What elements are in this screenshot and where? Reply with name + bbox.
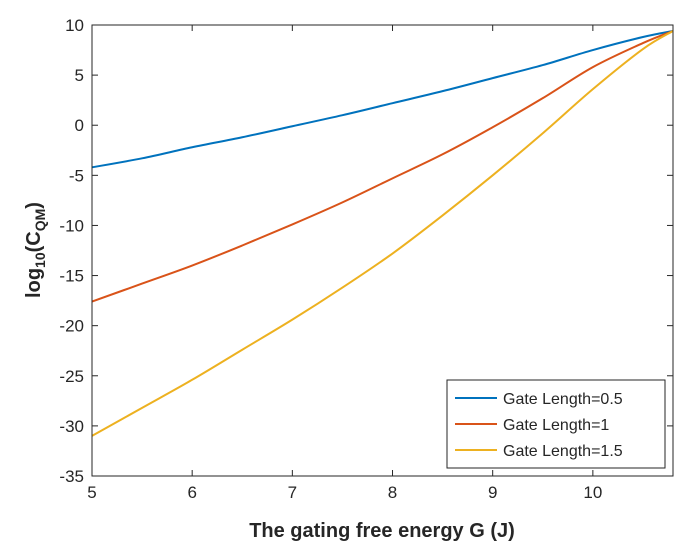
y-axis-title-suffix: ) bbox=[23, 202, 45, 209]
x-tick-label: 6 bbox=[187, 483, 196, 502]
y-tick-label: -15 bbox=[59, 267, 84, 286]
y-axis-title-sub1: 10 bbox=[32, 252, 48, 268]
legend-label-1: Gate Length=0.5 bbox=[503, 391, 623, 408]
x-tick-label: 8 bbox=[388, 483, 397, 502]
y-tick-label: -10 bbox=[59, 216, 84, 235]
x-axis-title: The gating free energy G (J) bbox=[249, 520, 515, 542]
legend: Gate Length=0.5 Gate Length=1 Gate Length=… bbox=[446, 379, 666, 469]
y-tick-label: -20 bbox=[59, 317, 84, 336]
y-tick-label: 10 bbox=[65, 16, 84, 35]
x-ticks: 5 6 7 8 9 10 bbox=[87, 25, 602, 502]
y-tick-label: -25 bbox=[59, 367, 84, 386]
y-axis-title: log10(CQM) bbox=[23, 202, 48, 298]
x-tick-label: 10 bbox=[583, 483, 602, 502]
series-layer bbox=[91, 30, 674, 437]
series-line-2 bbox=[91, 30, 674, 303]
y-tick-label: 0 bbox=[75, 116, 84, 135]
y-tick-label: -5 bbox=[69, 166, 84, 185]
axes-layer bbox=[91, 24, 674, 477]
axes-box bbox=[91, 24, 674, 477]
series-line-3 bbox=[91, 30, 674, 437]
x-tick-label: 9 bbox=[488, 483, 497, 502]
series-line-1 bbox=[91, 30, 674, 169]
x-tick-label: 7 bbox=[288, 483, 297, 502]
y-axis-title-prefix: log bbox=[23, 268, 45, 298]
legend-label-3: Gate Length=1.5 bbox=[503, 443, 623, 460]
y-tick-label: 5 bbox=[75, 66, 84, 85]
y-axis-title-mid: (C bbox=[23, 231, 45, 252]
legend-label-2: Gate Length=1 bbox=[503, 417, 609, 434]
y-tick-label: -30 bbox=[59, 417, 84, 436]
y-tick-label: -35 bbox=[59, 467, 84, 486]
y-axis-title-sub2: QM bbox=[32, 209, 48, 232]
y-ticks: -35 -30 -25 -20 -15 -10 -5 0 5 10 bbox=[59, 16, 673, 486]
x-tick-label: 5 bbox=[87, 483, 96, 502]
